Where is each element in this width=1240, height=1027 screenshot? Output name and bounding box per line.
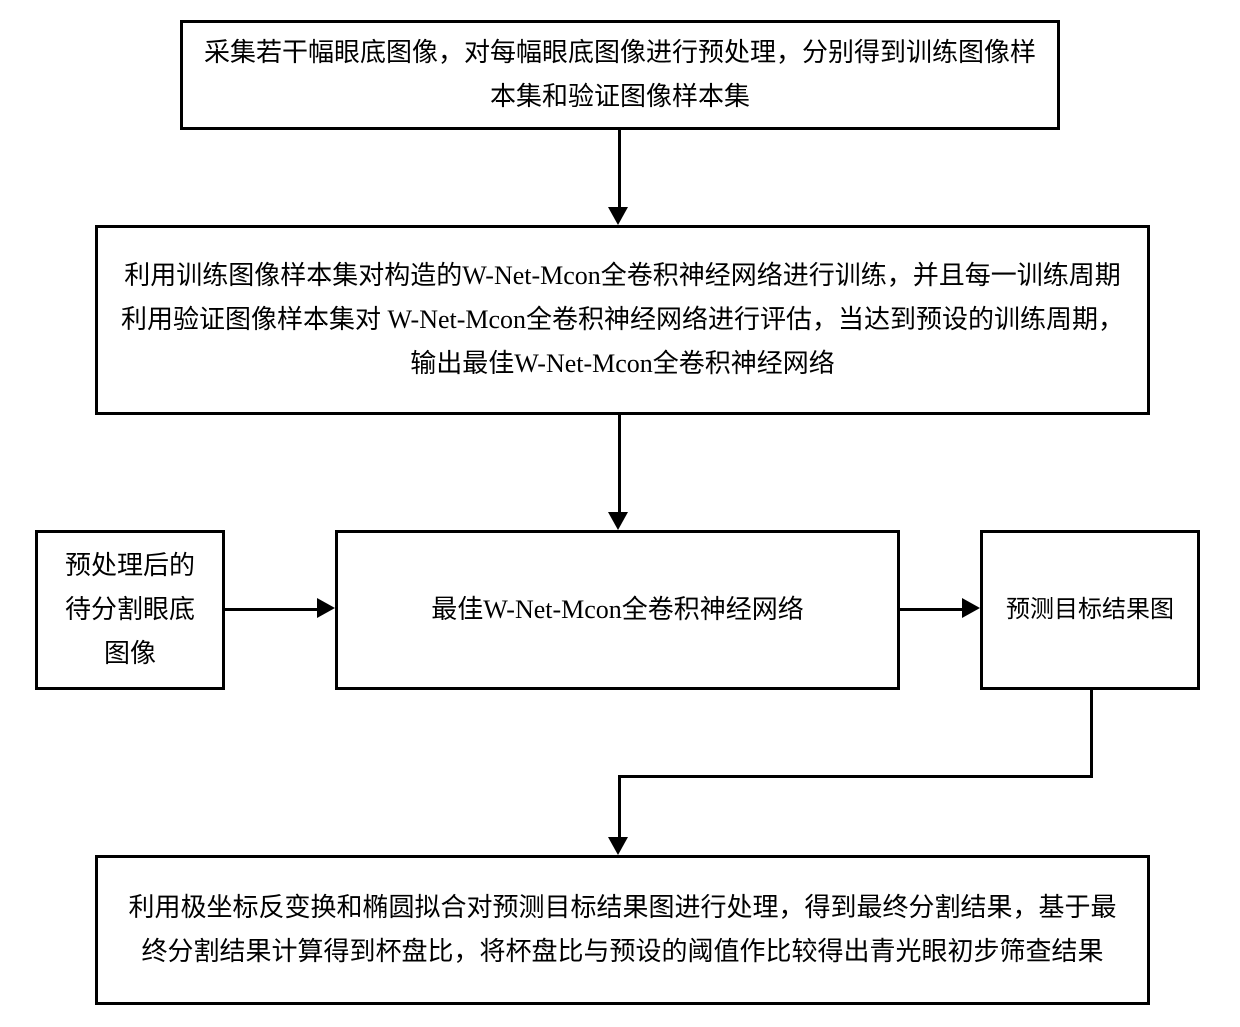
output-box: 预测目标结果图: [980, 530, 1200, 690]
arrow-model-to-output-head-icon: [962, 598, 980, 618]
final-box: 利用极坐标反变换和椭圆拟合对预测目标结果图进行处理，得到最终分割结果，基于最终分…: [95, 855, 1150, 1005]
step1-box: 采集若干幅眼底图像，对每幅眼底图像进行预处理，分别得到训练图像样本集和验证图像样…: [180, 20, 1060, 130]
arrow-step2-to-model-head-icon: [608, 512, 628, 530]
arrow-step1-to-step2-line: [618, 130, 621, 207]
step1-text: 采集若干幅眼底图像，对每幅眼底图像进行预处理，分别得到训练图像样本集和验证图像样…: [201, 31, 1039, 119]
final-text: 利用极坐标反变换和椭圆拟合对预测目标结果图进行处理，得到最终分割结果，基于最终分…: [116, 886, 1129, 974]
output-text: 预测目标结果图: [1006, 590, 1174, 631]
step2-box: 利用训练图像样本集对构造的W-Net-Mcon全卷积神经网络进行训练，并且每一训…: [95, 225, 1150, 415]
arrow-step1-to-step2-head-icon: [608, 207, 628, 225]
model-text: 最佳W-Net-Mcon全卷积神经网络: [431, 588, 804, 632]
step2-text: 利用训练图像样本集对构造的W-Net-Mcon全卷积神经网络进行训练，并且每一训…: [116, 254, 1129, 387]
model-box: 最佳W-Net-Mcon全卷积神经网络: [335, 530, 900, 690]
arrow-step2-to-model-line: [618, 415, 621, 512]
arrow-input-to-model-line: [225, 608, 317, 611]
input-text: 预处理后的待分割眼底图像: [56, 544, 204, 677]
arrow-output-to-final-seg3: [618, 775, 621, 837]
arrow-output-to-final-seg1: [1090, 690, 1093, 775]
arrow-output-to-final-seg2: [618, 775, 1093, 778]
arrow-output-to-final-head-icon: [608, 837, 628, 855]
arrow-model-to-output-line: [900, 608, 962, 611]
input-box: 预处理后的待分割眼底图像: [35, 530, 225, 690]
arrow-input-to-model-head-icon: [317, 598, 335, 618]
